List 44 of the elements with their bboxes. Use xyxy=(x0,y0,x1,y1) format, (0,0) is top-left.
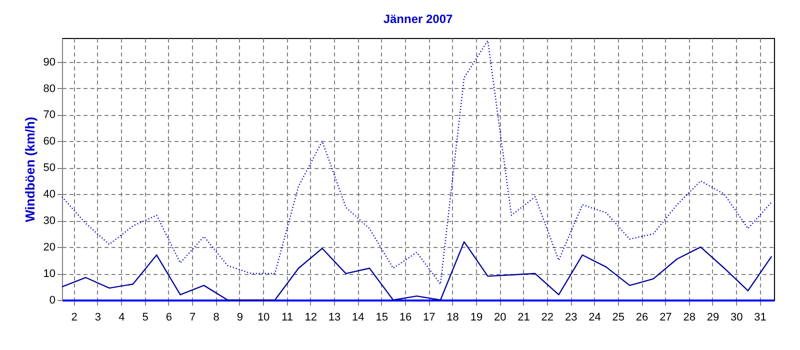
x-tick-label: 26 xyxy=(636,312,648,324)
x-tick-label: 12 xyxy=(304,312,317,324)
line-series xyxy=(61,241,772,301)
x-tick-label: 6 xyxy=(166,312,172,324)
x-tick-label: 8 xyxy=(213,312,220,324)
x-tick-label: 23 xyxy=(564,312,578,324)
x-tick-label: 11 xyxy=(282,312,293,324)
y-tick-label: 50 xyxy=(43,162,56,174)
x-tick-label: 16 xyxy=(399,312,412,324)
line-series xyxy=(61,40,772,285)
x-tick-label: 15 xyxy=(376,312,388,324)
x-tick-label: 19 xyxy=(470,312,483,324)
x-tick-label: 31 xyxy=(754,312,766,324)
x-tick-label: 14 xyxy=(352,312,364,324)
x-tick-label: 17 xyxy=(423,312,436,324)
y-axis-title: Windböen (km/h) xyxy=(22,116,38,222)
x-tick-label: 24 xyxy=(588,312,601,324)
x-tick-label: 10 xyxy=(257,312,270,324)
x-tick-label: 2 xyxy=(71,312,78,324)
y-tick-label: 70 xyxy=(43,109,56,122)
x-tick-label: 22 xyxy=(541,312,554,324)
x-tick-label: 18 xyxy=(446,312,459,324)
x-tick-label: 28 xyxy=(683,312,696,324)
y-tick-label: 0 xyxy=(49,294,56,306)
x-tick-label: 7 xyxy=(190,312,196,324)
chart-title: Jänner 2007 xyxy=(383,12,454,26)
x-tick-label: 5 xyxy=(142,312,148,324)
y-tick-label: 30 xyxy=(43,215,56,228)
y-tick-label: 60 xyxy=(43,136,56,148)
y-tick-label: 10 xyxy=(43,268,56,280)
x-tick-label: 13 xyxy=(328,312,341,324)
x-tick-label: 29 xyxy=(706,312,720,324)
x-tick-label: 20 xyxy=(494,312,506,324)
x-tick-label: 4 xyxy=(118,312,125,324)
x-tick-label: 3 xyxy=(94,312,102,324)
x-tick-label: 27 xyxy=(660,312,672,324)
x-tick-label: 9 xyxy=(236,312,243,324)
y-tick-label: 40 xyxy=(43,188,56,201)
y-tick-label: 90 xyxy=(43,56,56,68)
y-tick-label: 20 xyxy=(43,242,56,254)
x-tick-label: 21 xyxy=(518,312,530,324)
y-tick-label: 80 xyxy=(43,82,56,95)
x-tick-label: 25 xyxy=(612,312,625,324)
x-tick-label: 30 xyxy=(730,312,743,324)
